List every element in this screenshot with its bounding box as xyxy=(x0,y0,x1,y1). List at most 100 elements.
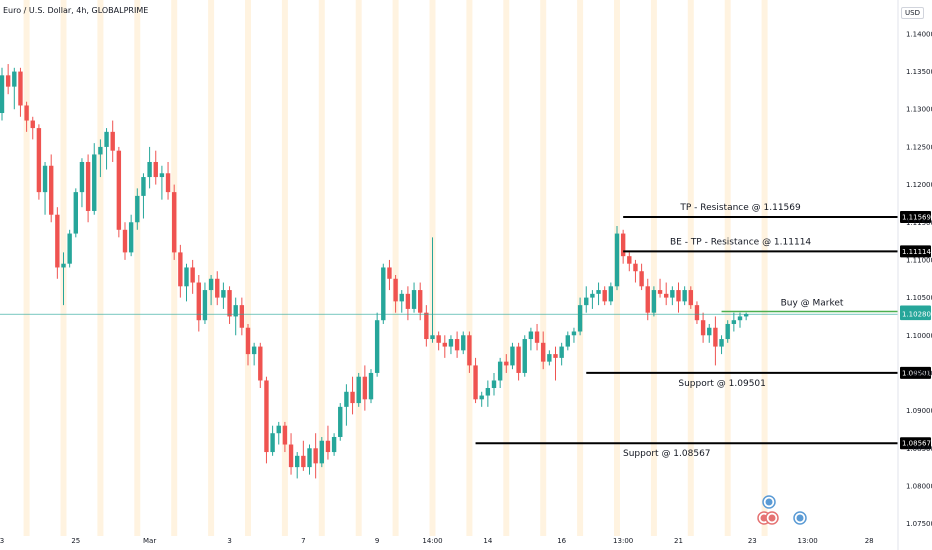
candle[interactable] xyxy=(227,286,232,324)
candle[interactable] xyxy=(602,286,607,306)
candle[interactable] xyxy=(411,282,417,313)
candle[interactable] xyxy=(700,312,706,343)
candle[interactable] xyxy=(233,297,238,336)
candle[interactable] xyxy=(67,229,72,268)
economic-events[interactable] xyxy=(757,495,807,525)
candle[interactable] xyxy=(215,271,220,306)
candle[interactable] xyxy=(184,263,189,302)
candle[interactable] xyxy=(541,331,546,370)
candle[interactable] xyxy=(12,67,17,110)
candle[interactable] xyxy=(436,331,441,351)
candle[interactable] xyxy=(559,342,564,366)
candle[interactable] xyxy=(571,327,577,343)
candle[interactable] xyxy=(393,275,398,313)
candle[interactable] xyxy=(301,440,306,471)
candle[interactable] xyxy=(122,222,128,260)
candle[interactable] xyxy=(307,444,312,475)
candle[interactable] xyxy=(165,161,171,200)
candle[interactable] xyxy=(135,188,140,230)
candle[interactable] xyxy=(620,229,626,264)
candle[interactable] xyxy=(399,290,404,313)
candle[interactable] xyxy=(159,165,165,200)
candle[interactable] xyxy=(172,184,177,260)
price-axis[interactable]: 1.14000 1.13500 1.13000 1.12500 1.12000 1.115… xyxy=(897,0,932,550)
candle[interactable] xyxy=(633,259,638,283)
candle[interactable] xyxy=(73,188,78,238)
candle[interactable] xyxy=(374,312,380,377)
candle[interactable] xyxy=(362,365,368,411)
symbol-legend[interactable]: Euro / U.S. Dollar, 4h, GLOBALPRIME xyxy=(3,6,149,15)
candle[interactable] xyxy=(590,290,595,309)
candle[interactable] xyxy=(510,342,515,370)
candle[interactable] xyxy=(565,331,570,351)
candle[interactable] xyxy=(245,323,251,366)
candle[interactable] xyxy=(85,154,91,223)
candle[interactable] xyxy=(694,301,700,324)
candle[interactable] xyxy=(448,335,454,355)
candle[interactable] xyxy=(295,452,300,479)
be-tp-resistance-line-tag[interactable]: 1.11114 xyxy=(900,245,931,258)
candle[interactable] xyxy=(356,372,361,407)
candle[interactable] xyxy=(116,146,122,238)
candle[interactable] xyxy=(725,320,730,343)
candle[interactable] xyxy=(221,282,226,309)
candle[interactable] xyxy=(239,297,245,336)
candle[interactable] xyxy=(61,252,66,306)
candle[interactable] xyxy=(596,282,601,306)
candle[interactable] xyxy=(430,237,435,343)
tp-resistance-line-tag[interactable]: 1.11569 xyxy=(900,211,931,224)
candle[interactable] xyxy=(577,297,583,336)
candle[interactable] xyxy=(405,286,411,321)
candle[interactable] xyxy=(55,207,60,279)
candle[interactable] xyxy=(288,433,294,475)
candle[interactable] xyxy=(713,316,718,366)
candle[interactable] xyxy=(368,369,374,404)
candle[interactable] xyxy=(442,335,447,358)
candle[interactable] xyxy=(676,282,681,313)
candle[interactable] xyxy=(49,154,54,223)
candle[interactable] xyxy=(528,327,534,351)
candle[interactable] xyxy=(0,67,5,121)
time-axis[interactable]: 3 25 Mar 3 7 9 14:00 14 16 13:00 21 23 13:00 28 xyxy=(0,537,874,545)
candle[interactable] xyxy=(387,259,392,291)
horizontal-levels[interactable]: TP - Resistance @ 1.11569 1.11569 BE - TP … xyxy=(0,203,931,459)
candle[interactable] xyxy=(497,357,503,389)
currency-label[interactable]: USD xyxy=(901,7,924,19)
candle[interactable] xyxy=(504,354,509,373)
event-flag-icon[interactable] xyxy=(765,511,779,525)
candle[interactable] xyxy=(36,124,42,200)
event-flag-icon[interactable] xyxy=(793,511,807,525)
candle[interactable] xyxy=(92,143,97,215)
candle[interactable] xyxy=(743,312,749,321)
candle[interactable] xyxy=(79,158,85,208)
support-1-line-tag[interactable]: 1.09501 xyxy=(900,366,931,379)
candle[interactable] xyxy=(98,139,103,178)
candle[interactable] xyxy=(707,323,712,343)
candle[interactable] xyxy=(516,342,521,381)
candle[interactable] xyxy=(270,425,275,456)
candle[interactable] xyxy=(664,282,669,306)
candle[interactable] xyxy=(424,305,429,347)
candle[interactable] xyxy=(534,323,540,351)
candle[interactable] xyxy=(485,380,491,407)
candle[interactable] xyxy=(208,275,214,306)
candle[interactable] xyxy=(178,244,183,298)
candle[interactable] xyxy=(110,120,115,162)
candle[interactable] xyxy=(338,403,343,441)
candle[interactable] xyxy=(30,116,35,140)
candle[interactable] xyxy=(147,146,152,189)
candle[interactable] xyxy=(24,101,29,132)
candle[interactable] xyxy=(258,342,263,389)
candle[interactable] xyxy=(461,331,466,355)
candle[interactable] xyxy=(645,278,650,321)
candle[interactable] xyxy=(454,331,460,358)
candle[interactable] xyxy=(547,350,552,366)
event-flag-icon[interactable] xyxy=(762,495,776,509)
candle[interactable] xyxy=(553,346,558,381)
candle[interactable] xyxy=(202,282,208,324)
candle[interactable] xyxy=(479,391,484,407)
candle[interactable] xyxy=(584,286,589,313)
candle[interactable] xyxy=(276,421,281,445)
candle[interactable] xyxy=(128,214,134,257)
candle[interactable] xyxy=(491,372,497,396)
